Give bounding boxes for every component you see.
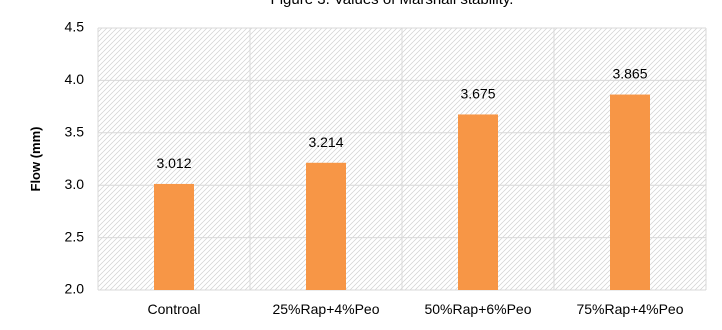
x-axis-ticks: Controal 25%Rap+4%Peo 50%Rap+6%Peo 75%Rap+4… xyxy=(148,301,684,317)
bar xyxy=(306,162,346,290)
bar xyxy=(610,94,650,290)
gridlines xyxy=(97,27,707,291)
y-tick-label: 3.5 xyxy=(65,124,85,140)
data-label: 3.012 xyxy=(156,155,191,171)
y-tick-label: 4.0 xyxy=(65,71,85,87)
bar xyxy=(154,183,194,290)
data-labels: 3.012 3.214 3.675 3.865 xyxy=(156,66,647,171)
bar xyxy=(458,114,498,291)
y-tick-label: 3.0 xyxy=(65,176,85,192)
y-tick-label: 2.0 xyxy=(65,281,85,297)
x-tick-label: 50%Rap+6%Peo xyxy=(424,301,531,317)
bars xyxy=(154,94,650,291)
x-tick-label: 75%Rap+4%Peo xyxy=(576,301,683,317)
chart-title: Figure 3. Values of Marshall stability. xyxy=(271,0,514,8)
y-tick-label: 4.5 xyxy=(65,19,85,35)
y-axis-title: Flow (mm) xyxy=(28,127,43,192)
y-axis-ticks: 2.0 2.5 3.0 3.5 4.0 4.5 xyxy=(65,19,85,297)
x-tick-label: Controal xyxy=(148,301,201,317)
data-label: 3.675 xyxy=(460,85,495,101)
y-tick-label: 2.5 xyxy=(65,228,85,244)
data-label: 3.214 xyxy=(308,134,343,150)
x-tick-label: 25%Rap+4%Peo xyxy=(272,301,379,317)
data-label: 3.865 xyxy=(612,66,647,82)
